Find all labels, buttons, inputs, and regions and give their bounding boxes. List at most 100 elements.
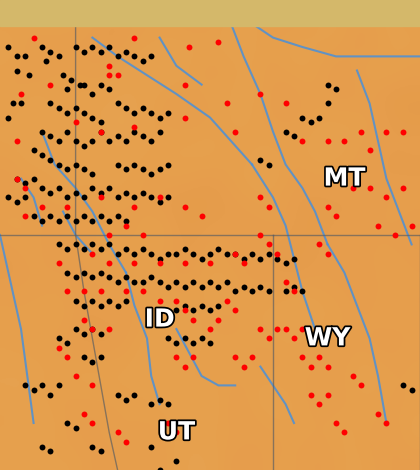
Point xyxy=(106,71,113,79)
Point xyxy=(148,170,155,178)
Point xyxy=(72,274,79,281)
Point xyxy=(333,212,339,220)
Point xyxy=(173,457,180,464)
Point xyxy=(55,137,62,145)
Point xyxy=(232,128,239,135)
Point xyxy=(114,133,121,140)
Point xyxy=(291,133,297,140)
Point xyxy=(89,241,96,248)
Point xyxy=(81,353,87,361)
Point xyxy=(106,86,113,93)
Point xyxy=(282,325,289,333)
Point xyxy=(97,189,104,196)
Point xyxy=(257,325,264,333)
Point xyxy=(366,184,373,192)
Point xyxy=(55,335,62,342)
Point xyxy=(299,137,306,145)
Point xyxy=(47,156,54,164)
Point xyxy=(131,53,138,60)
Point xyxy=(72,104,79,112)
Point xyxy=(55,241,62,248)
Point xyxy=(139,288,146,295)
Point xyxy=(47,81,54,88)
Point xyxy=(341,175,348,182)
Point xyxy=(131,259,138,267)
Point xyxy=(76,81,83,88)
Point xyxy=(190,306,197,314)
Point xyxy=(181,203,188,211)
Point xyxy=(114,71,121,79)
Point xyxy=(391,231,398,239)
Point xyxy=(131,278,138,286)
Text: ID: ID xyxy=(144,307,175,332)
Point xyxy=(55,104,62,112)
Point xyxy=(265,288,272,295)
Point xyxy=(106,231,113,239)
Point xyxy=(257,194,264,201)
Point xyxy=(97,288,104,295)
Point xyxy=(207,325,213,333)
Point xyxy=(114,302,121,309)
Point xyxy=(123,274,129,281)
Point xyxy=(123,165,129,173)
Point xyxy=(383,194,390,201)
Point xyxy=(47,391,54,399)
Point xyxy=(148,194,155,201)
Point xyxy=(316,353,323,361)
Point xyxy=(139,133,146,140)
Point xyxy=(375,222,381,229)
Point xyxy=(106,241,113,248)
Point xyxy=(39,382,45,389)
Bar xyxy=(0,0,420,26)
Point xyxy=(207,339,213,347)
Point xyxy=(181,81,188,88)
Point xyxy=(106,137,113,145)
Point xyxy=(232,288,239,295)
Point xyxy=(64,203,71,211)
Point xyxy=(148,443,155,450)
Point xyxy=(291,255,297,262)
Point xyxy=(13,175,20,182)
Point xyxy=(64,339,71,347)
Point xyxy=(97,81,104,88)
Point xyxy=(106,297,113,305)
Point xyxy=(173,429,180,436)
Point xyxy=(97,194,104,201)
Point xyxy=(81,48,87,55)
Point xyxy=(173,353,180,361)
Point xyxy=(165,109,171,117)
Point xyxy=(47,100,54,107)
Point xyxy=(249,353,255,361)
Point xyxy=(181,335,188,342)
Point xyxy=(5,194,12,201)
Point xyxy=(173,297,180,305)
Point xyxy=(139,245,146,253)
Point xyxy=(156,198,163,206)
Point xyxy=(123,396,129,403)
Point xyxy=(97,128,104,135)
Point xyxy=(81,165,87,173)
Point xyxy=(291,283,297,290)
Point xyxy=(131,34,138,41)
Point xyxy=(81,330,87,337)
Point xyxy=(207,250,213,258)
Point xyxy=(64,86,71,93)
Point xyxy=(123,137,129,145)
Point xyxy=(131,194,138,201)
Point xyxy=(68,76,75,84)
Point xyxy=(307,118,314,126)
Point xyxy=(240,363,247,370)
Point xyxy=(139,165,146,173)
Point xyxy=(324,391,331,399)
Point xyxy=(156,297,163,305)
Point xyxy=(97,302,104,309)
Point xyxy=(207,278,213,286)
Point xyxy=(114,278,121,286)
Point xyxy=(97,269,104,276)
Point xyxy=(97,245,104,253)
Point xyxy=(139,231,146,239)
Point xyxy=(257,90,264,98)
Point xyxy=(198,283,205,290)
Point xyxy=(240,255,247,262)
Point xyxy=(81,81,87,88)
